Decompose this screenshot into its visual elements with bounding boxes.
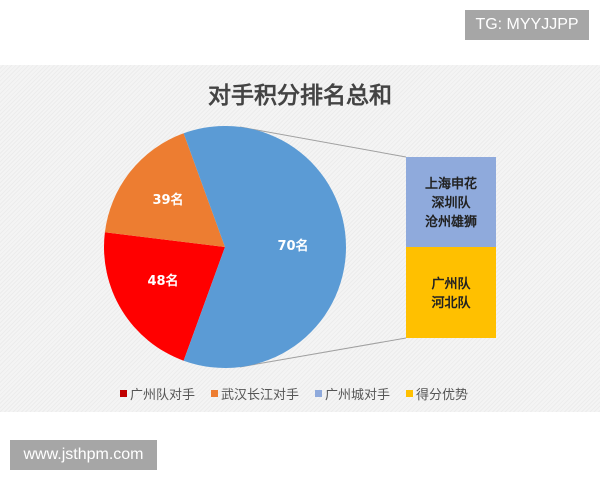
legend-item: 武汉长江对手 xyxy=(211,384,299,403)
legend-item: 得分优势 xyxy=(406,384,468,403)
legend-item: 广州队对手 xyxy=(120,384,195,403)
chart-title: 对手积分排名总和 xyxy=(208,83,392,109)
data-label: 48名 xyxy=(147,273,178,289)
secondary-bar-segment xyxy=(406,157,496,247)
legend-swatch xyxy=(315,390,323,397)
legend-swatch xyxy=(120,390,127,397)
connector-line xyxy=(239,337,407,368)
legend-item: 广州城对手 xyxy=(315,384,390,403)
data-label: 39名 xyxy=(152,192,183,208)
slice-guangzhou-opponents xyxy=(104,232,225,361)
legend-swatch xyxy=(211,390,219,397)
connector-line xyxy=(239,126,407,158)
secondary-bar-label: 沧州雄狮 xyxy=(425,214,477,230)
slice-guangzhoucity-opponents xyxy=(183,126,346,368)
secondary-bar-label: 深圳队 xyxy=(431,195,471,211)
legend: 广州队对手 武汉长江对手 广州城对手 得分优势 xyxy=(120,384,468,403)
slice-wuhan-opponents xyxy=(104,133,225,247)
legend-label: 广州城对手 xyxy=(325,388,391,403)
legend-label: 得分优势 xyxy=(416,388,469,403)
watermark-tg: TG: MYYJJPP xyxy=(465,10,589,40)
legend-label: 武汉长江对手 xyxy=(221,388,300,403)
legend-label: 广州队对手 xyxy=(130,388,196,403)
secondary-bar-label: 广州队 xyxy=(431,276,471,292)
secondary-bar-label: 上海申花 xyxy=(425,176,477,192)
secondary-bar-label: 河北队 xyxy=(431,295,471,311)
legend-swatch xyxy=(406,390,414,397)
data-label: 70名 xyxy=(277,238,308,254)
watermark-site: www.jsthpm.com xyxy=(10,440,157,470)
secondary-bar-segment xyxy=(406,247,496,338)
